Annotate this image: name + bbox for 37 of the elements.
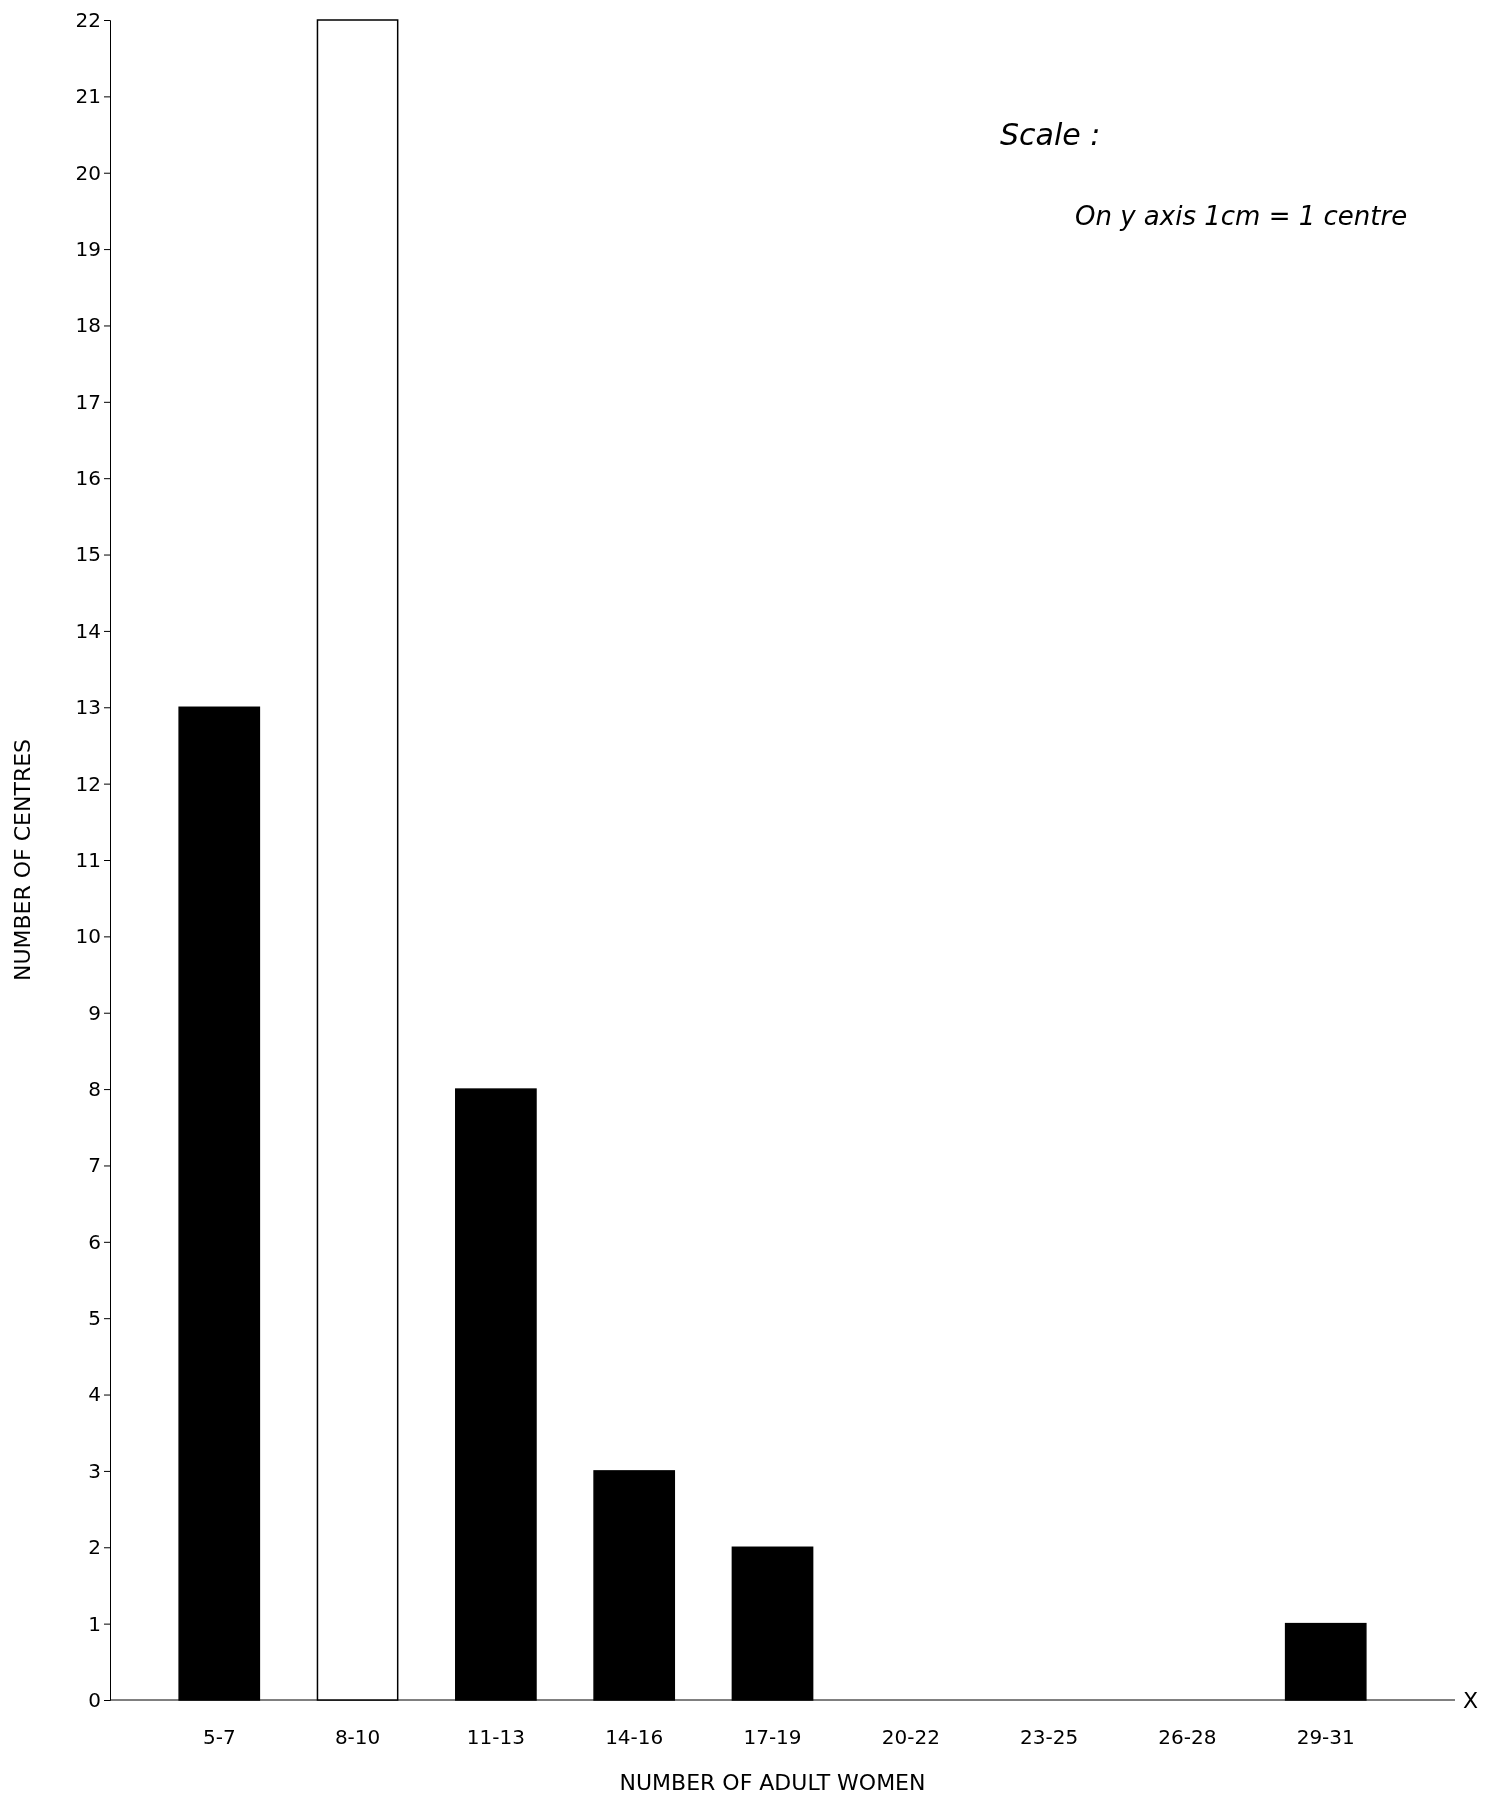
annotation: Scale : <box>1000 117 1101 152</box>
y-tick-label: 22 <box>75 7 101 32</box>
x-tick-label: 5-7 <box>202 1725 236 1750</box>
y-tick-label: 13 <box>75 695 101 720</box>
y-tick-label: 0 <box>88 1687 101 1712</box>
y-tick-label: 16 <box>75 466 101 491</box>
y-tick-label: 19 <box>75 236 101 261</box>
x-tick-label: 11-13 <box>466 1725 525 1750</box>
x-tick-label: 17-19 <box>743 1725 802 1750</box>
y-tick-label: 8 <box>88 1076 101 1101</box>
y-tick-label: 12 <box>75 771 101 796</box>
y-tick-label: 17 <box>75 389 101 414</box>
x-tick-label: 26-28 <box>1158 1725 1217 1750</box>
y-tick-label: 14 <box>75 618 101 643</box>
y-tick-label: 18 <box>75 313 101 338</box>
y-tick-label: 4 <box>88 1382 101 1407</box>
y-tick-label: 7 <box>88 1153 101 1178</box>
x-tick-label: 14-16 <box>605 1725 664 1750</box>
x-tick-label: 20-22 <box>881 1725 940 1750</box>
x-tick-label: 8-10 <box>334 1725 381 1750</box>
y-tick-label: 11 <box>75 847 101 872</box>
y-tick-label: 20 <box>75 160 101 185</box>
x-tick-label: 23-25 <box>1020 1725 1079 1750</box>
x-axis-title: NUMBER OF ADULT WOMEN <box>619 1770 926 1795</box>
y-axis-title: NUMBER OF CENTRES <box>10 738 35 982</box>
annotation: On y axis 1cm = 1 centre <box>1075 201 1408 231</box>
y-tick-label: 5 <box>88 1306 101 1331</box>
y-tick-label: 15 <box>75 542 101 567</box>
y-tick-label: 2 <box>88 1535 101 1560</box>
x-tick-label: 29-31 <box>1296 1725 1355 1750</box>
y-tick-label: 1 <box>88 1611 101 1636</box>
y-tick-label: 9 <box>88 1000 101 1025</box>
y-tick-label: 10 <box>75 924 101 949</box>
y-tick-label: 3 <box>88 1458 101 1483</box>
y-tick-label: 21 <box>75 84 101 109</box>
text: X <box>1463 1688 1479 1713</box>
y-tick-label: 6 <box>88 1229 101 1254</box>
